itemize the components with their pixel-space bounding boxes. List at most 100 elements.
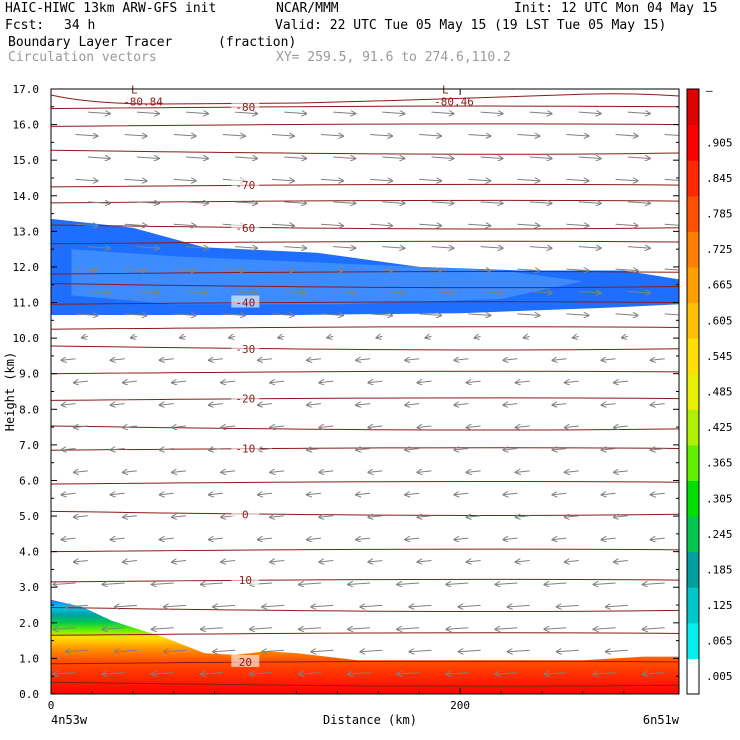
circulation-vector [258,359,272,361]
circulation-vector [87,202,110,204]
circulation-vector [319,426,334,428]
circulation-vector [651,404,665,406]
circulation-vector [643,628,665,630]
circulation-vector [258,448,272,450]
contour-label: 10 [239,574,252,587]
colorbar-top-label: – [706,84,713,97]
circulation-vector [544,628,567,630]
temperature-contour [51,447,679,451]
circulation-vector [320,224,343,226]
header-org: NCAR/MMM [276,1,339,16]
circulation-vector [480,112,503,114]
circulation-vector [446,583,469,585]
circulation-vector [222,269,245,271]
temperature-contour [51,105,679,110]
colorbar-label: .065 [706,635,733,648]
temperature-contour [51,301,679,305]
circulation-vector [75,269,98,271]
circulation-vector [651,538,665,540]
temperature-contour [51,660,679,665]
circulation-vector [409,650,432,652]
circulation-vector [405,448,420,450]
circulation-vector [614,471,628,473]
circulation-vector [467,516,481,518]
circulation-vector [270,381,285,383]
contour-label: -20 [235,393,255,406]
colorbar-segment [687,160,699,197]
circulation-vector [615,269,638,271]
circulation-vector [368,516,383,518]
temperature-contour [51,370,679,375]
circulation-vector [615,314,638,316]
circulation-vector [566,135,588,137]
xy-label: XY= 259.5, 91.6 to 274.6,110.2 [276,50,511,65]
minimum-value: -80.46 [434,95,474,108]
circulation-vector [516,516,530,518]
colorbar-segment [687,338,699,375]
circulation-vector [250,628,272,630]
circulation-vector [185,202,208,204]
circulation-vector [368,471,383,473]
circulation-vector [557,605,579,607]
circulation-vector [54,583,76,585]
circulation-vector [185,112,208,114]
circulation-vector [62,359,76,361]
circulation-vector [614,561,628,563]
circulation-vector [417,381,432,383]
circulation-vector [221,561,236,563]
circulation-vector [123,426,137,428]
temperature-contour [51,425,679,431]
circulation-vector [103,673,125,675]
y-tick-label: 1.0 [19,652,39,665]
circulation-vector [66,650,88,652]
y-tick-label: 4.0 [19,546,39,559]
minimum-value: -80.84 [123,95,163,108]
circulation-vector [467,426,481,428]
circulation-vector [614,426,628,428]
circulation-vector [468,135,490,137]
circulation-vector [454,404,469,406]
colorbar-segment [687,658,699,695]
circulation-vector [173,179,196,181]
circulation-vector [278,336,285,338]
circulation-vector [222,314,245,316]
colorbar-label: .665 [706,279,733,292]
circulation-vector [209,359,223,361]
circulation-vector [172,561,187,563]
circulation-vector [124,314,147,316]
circulation-vector [235,291,257,293]
circulation-vector [123,471,137,473]
circulation-vector [103,628,125,630]
circulation-vector [62,538,76,540]
circulation-vector [160,359,174,361]
circulation-vector [221,426,236,428]
circulation-vector [467,471,481,473]
circulation-vector [235,202,257,204]
circulation-vector [319,471,334,473]
minimum-marker: L [131,83,138,96]
circulation-vector [552,448,567,450]
circulation-vector [270,561,285,563]
circulation-vector [627,202,650,204]
circulation-vector [164,650,187,652]
circulation-vector [622,336,628,338]
circulation-vector [627,247,650,249]
circulation-vector [54,628,76,630]
circulation-vector [651,448,665,450]
circulation-vector [495,583,518,585]
circulation-vector [319,381,334,383]
colorbar-segment [687,302,699,339]
circulation-vector [565,426,579,428]
circulation-vector [467,381,481,383]
temperature-contour [51,397,679,401]
circulation-vector [566,224,588,226]
temperature-contour [51,149,679,155]
circulation-vector [454,493,469,495]
circulation-vector [573,336,579,338]
header-model: HAIC-HIWC 13km ARW-GFS init [5,1,217,16]
circulation-vector [370,135,392,137]
header-fcst-value: 34 h [64,18,96,33]
circulation-vector [172,516,187,518]
field-units: (fraction) [218,35,297,50]
circulation-vector [235,112,257,114]
